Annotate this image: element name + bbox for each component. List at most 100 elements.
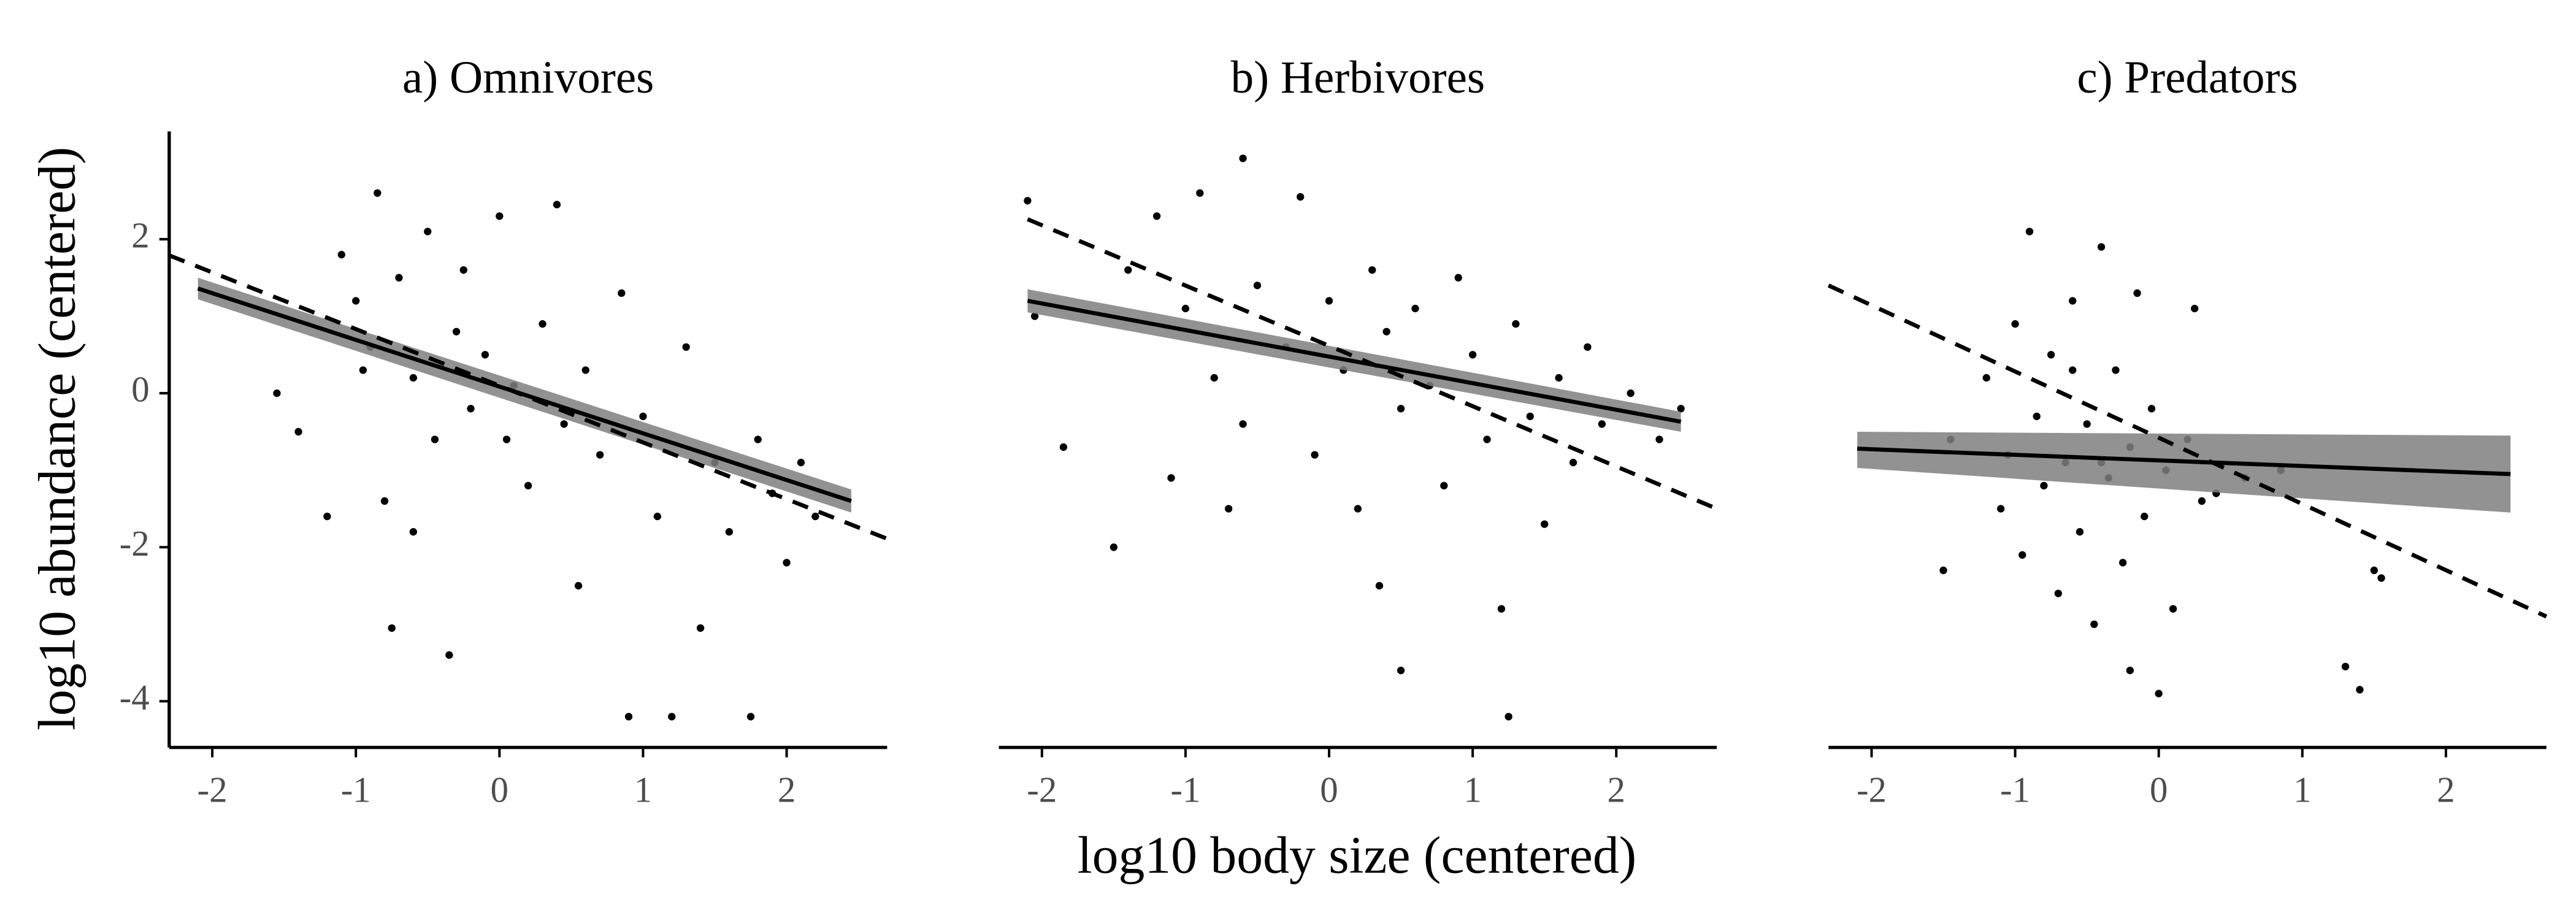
x-tick-label: 2 — [2437, 769, 2455, 810]
point — [1483, 435, 1491, 443]
point — [2133, 289, 2141, 297]
point — [2155, 689, 2163, 698]
point — [2147, 405, 2156, 413]
x-tick-label: 2 — [1608, 769, 1625, 810]
point — [596, 451, 604, 459]
reference-line — [168, 253, 888, 541]
point — [1181, 304, 1190, 313]
panel-title: c) Predators — [2077, 52, 2298, 103]
point — [1297, 193, 1305, 201]
point — [1196, 189, 1204, 197]
point — [1382, 327, 1390, 335]
point — [409, 528, 418, 536]
point — [431, 435, 439, 443]
point — [1397, 405, 1405, 413]
y-tick-label: -4 — [120, 677, 150, 718]
point — [496, 212, 504, 220]
point — [1584, 343, 1592, 351]
point — [1239, 155, 1247, 163]
point — [2126, 667, 2134, 675]
point — [2018, 551, 2026, 559]
point — [1512, 320, 1520, 328]
point — [2377, 574, 2385, 582]
point — [1555, 373, 1563, 382]
point — [2011, 320, 2019, 328]
x-tick-label: 1 — [1463, 769, 1481, 810]
point — [352, 297, 360, 305]
point — [1152, 212, 1161, 220]
point — [2047, 351, 2055, 359]
point — [409, 373, 418, 382]
point — [574, 581, 583, 590]
x-tick-label: 1 — [2293, 769, 2311, 810]
point — [1982, 373, 1990, 382]
point — [2169, 605, 2177, 613]
reference-line — [1827, 283, 2548, 619]
point — [2069, 297, 2077, 305]
point — [668, 713, 676, 721]
point — [2090, 620, 2098, 629]
point — [2097, 243, 2106, 251]
point — [1224, 505, 1233, 513]
panel-title: a) Omnivores — [402, 52, 654, 103]
point — [323, 512, 331, 521]
point — [524, 481, 532, 490]
point — [459, 266, 467, 274]
point — [560, 420, 568, 428]
point — [1440, 481, 1448, 490]
point — [1677, 405, 1685, 413]
point — [1997, 505, 2005, 513]
point — [2356, 686, 2364, 694]
point — [2119, 559, 2127, 567]
point — [1569, 459, 1577, 467]
point — [2198, 497, 2206, 505]
y-tick-label: 0 — [131, 369, 149, 410]
point — [1239, 420, 1247, 428]
y-tick-label: 2 — [131, 215, 149, 256]
point — [696, 624, 705, 632]
point — [2033, 412, 2041, 421]
point — [653, 512, 662, 521]
point — [273, 389, 281, 397]
point — [2069, 366, 2077, 374]
x-tick-label: -1 — [1170, 769, 1200, 810]
point — [1253, 281, 1262, 289]
point — [2076, 528, 2084, 536]
point — [1210, 373, 1218, 382]
confidence-band — [1857, 431, 2511, 513]
x-tick-label: -1 — [341, 769, 371, 810]
point — [2191, 304, 2199, 313]
point — [2370, 566, 2379, 575]
x-tick-label: 1 — [634, 769, 652, 810]
point — [1454, 274, 1462, 282]
point — [783, 559, 791, 567]
reference-line — [1027, 217, 1718, 511]
fit-line — [1857, 446, 2511, 477]
point — [2040, 481, 2048, 490]
point — [452, 327, 461, 335]
fit-line — [1027, 299, 1682, 424]
point — [639, 412, 647, 421]
point — [1110, 543, 1118, 551]
point — [1939, 566, 1947, 575]
point — [2083, 420, 2091, 428]
y-axis-label: log10 abundance (centered) — [28, 147, 86, 730]
point — [1311, 451, 1319, 459]
point — [1368, 266, 1376, 274]
point — [294, 427, 302, 436]
point — [539, 320, 546, 328]
point — [2054, 589, 2062, 597]
point — [618, 289, 626, 297]
point — [682, 343, 690, 351]
point — [467, 405, 475, 413]
point — [395, 274, 403, 282]
x-axis-label: log10 body size (centered) — [1078, 826, 1636, 884]
point — [746, 713, 755, 721]
point — [374, 189, 381, 197]
point — [1598, 420, 1606, 428]
point — [811, 512, 819, 521]
x-tick-label: 0 — [2150, 769, 2168, 810]
x-tick-label: 2 — [778, 769, 795, 810]
